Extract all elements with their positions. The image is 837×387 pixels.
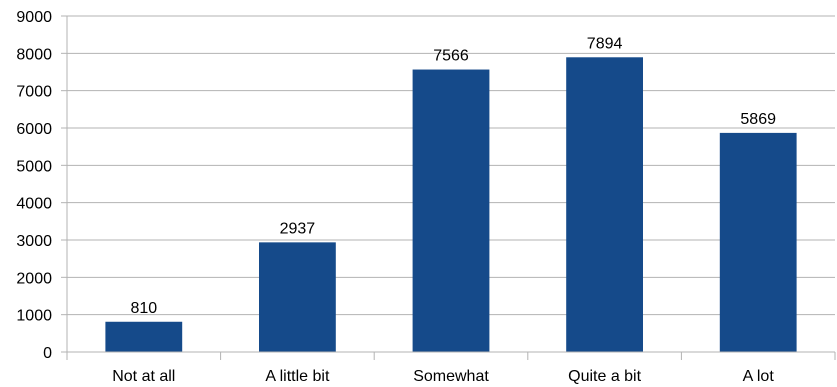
category-label: Quite a bit [568, 368, 641, 385]
category-label: Not at all [112, 368, 175, 385]
bars [105, 57, 797, 352]
y-tick-label: 1000 [16, 308, 52, 325]
bar-1 [259, 242, 336, 352]
data-label: 5869 [740, 111, 776, 128]
data-label: 7894 [587, 35, 623, 52]
bar-3 [566, 57, 643, 352]
y-tick-label: 5000 [16, 158, 52, 175]
y-tick-label: 6000 [16, 121, 52, 138]
labels: 0 1000 2000 3000 4000 5000 6000 7000 8000 9000 810… [16, 9, 776, 385]
data-label: 7566 [433, 48, 469, 65]
bar-4 [719, 132, 797, 352]
y-tick-label: 9000 [16, 9, 52, 26]
bar-0 [105, 321, 183, 352]
category-label: Somewhat [413, 368, 489, 385]
category-label: A little bit [265, 368, 330, 385]
data-label: 810 [130, 300, 157, 317]
y-tick-label: 3000 [16, 233, 52, 250]
category-label: A lot [743, 368, 775, 385]
data-label: 2937 [280, 220, 316, 237]
y-tick-label: 4000 [16, 196, 52, 213]
y-tick-label: 2000 [16, 270, 52, 287]
y-tick-label: 8000 [16, 46, 52, 63]
bar-2 [412, 69, 490, 352]
axes [61, 15, 836, 360]
y-tick-label: 7000 [16, 84, 52, 101]
y-tick-label: 0 [43, 345, 52, 362]
